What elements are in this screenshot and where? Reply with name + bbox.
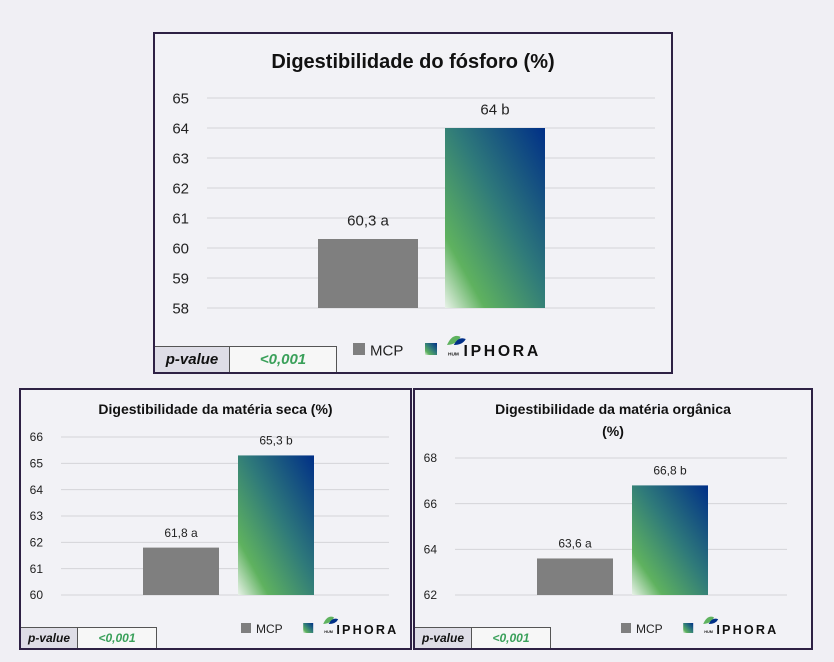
y-tick-label: 64 [424,543,438,557]
legend-brand-small: HUM [448,351,459,357]
pvalue-table: p-value <0,001 [21,627,157,648]
data-label: 63,6 a [558,537,592,551]
leaf-logo-icon [447,335,461,345]
legend-brand-text: IPHORA [336,623,398,637]
legend-swatch-mcp [621,623,631,633]
legend-swatch-mcp [241,623,251,633]
y-tick-label: 64 [30,483,44,497]
bar-iphora [238,455,314,595]
legend-label-mcp: MCP [636,622,663,636]
chart-svg-phosphorus: Digestibilidade do fósforo (%) 58 59 60 61 62… [172,51,655,360]
y-tick-label: 60 [30,588,44,602]
y-tick-label: 66 [30,430,44,444]
y-tick-label: 59 [172,270,189,287]
data-label: 64 b [480,102,509,119]
data-label: 65,3 b [259,434,293,448]
legend-brand-small: HUM [324,630,333,634]
pvalue-label: p-value [21,628,78,648]
pvalue-label: p-value [415,628,472,648]
legend-label-mcp: MCP [256,622,283,636]
y-tick-label: 58 [172,300,189,317]
legend-label-mcp: MCP [370,342,403,359]
pvalue-value: <0,001 [492,631,530,645]
chart-panel-dry-matter: Digestibilidade da matéria seca (%) 60 61 6… [19,388,412,650]
legend-swatch-iphora [683,623,694,633]
y-tick-label: 61 [172,210,189,227]
y-tick-label: 65 [30,457,44,471]
y-tick-label: 60 [172,240,189,257]
leaf-logo-icon [708,618,719,624]
leaf-logo-icon [453,338,466,345]
y-tick-label: 63 [172,150,189,167]
y-tick-label: 68 [424,451,438,465]
chart-panel-phosphorus: Digestibilidade do fósforo (%) 58 59 60 61 62… [153,32,673,374]
y-tick-label: 62 [172,180,189,197]
bar-mcp [143,547,219,595]
pvalue-label: p-value [155,347,230,372]
legend-brand-text: IPHORA [716,623,778,637]
y-tick-label: 62 [30,536,44,550]
chart-title: Digestibilidade do fósforo (%) [271,51,554,73]
legend-brand-small: HUM [704,630,713,634]
bar-iphora [445,128,545,308]
pvalue-value: <0,001 [98,631,136,645]
bar-iphora [632,485,708,595]
y-tick-label: 65 [172,90,189,107]
y-tick-label: 63 [30,509,44,523]
y-tick-label: 61 [30,562,44,576]
leaf-logo-icon [703,616,714,624]
data-label: 61,8 a [164,526,198,540]
chart-panel-organic-matter: Digestibilidade da matéria orgânica (%) 62… [413,388,813,650]
leaf-logo-icon [328,618,339,624]
data-label: 66,8 b [653,464,687,478]
chart-svg-organic-matter: Digestibilidade da matéria orgânica (%) 62… [424,401,787,637]
leaf-logo-icon [323,616,334,624]
legend-brand-text: IPHORA [464,343,541,360]
chart-title: Digestibilidade da matéria orgânica [495,401,731,417]
pvalue-table: p-value <0,001 [155,346,337,372]
legend-swatch-iphora [303,623,314,633]
pvalue-table: p-value <0,001 [415,627,551,648]
bar-mcp [318,239,418,308]
chart-title: Digestibilidade da matéria seca (%) [98,401,332,417]
chart-title: (%) [602,423,624,439]
legend-swatch-iphora [425,343,437,355]
bar-mcp [537,558,613,595]
pvalue-value: <0,001 [259,351,307,368]
data-label: 60,3 a [347,213,389,230]
legend-swatch-mcp [353,343,365,355]
chart-svg-dry-matter: Digestibilidade da matéria seca (%) 60 61 6… [30,401,398,637]
y-tick-label: 64 [172,120,189,137]
y-tick-label: 62 [424,588,438,602]
y-tick-label: 66 [424,497,438,511]
